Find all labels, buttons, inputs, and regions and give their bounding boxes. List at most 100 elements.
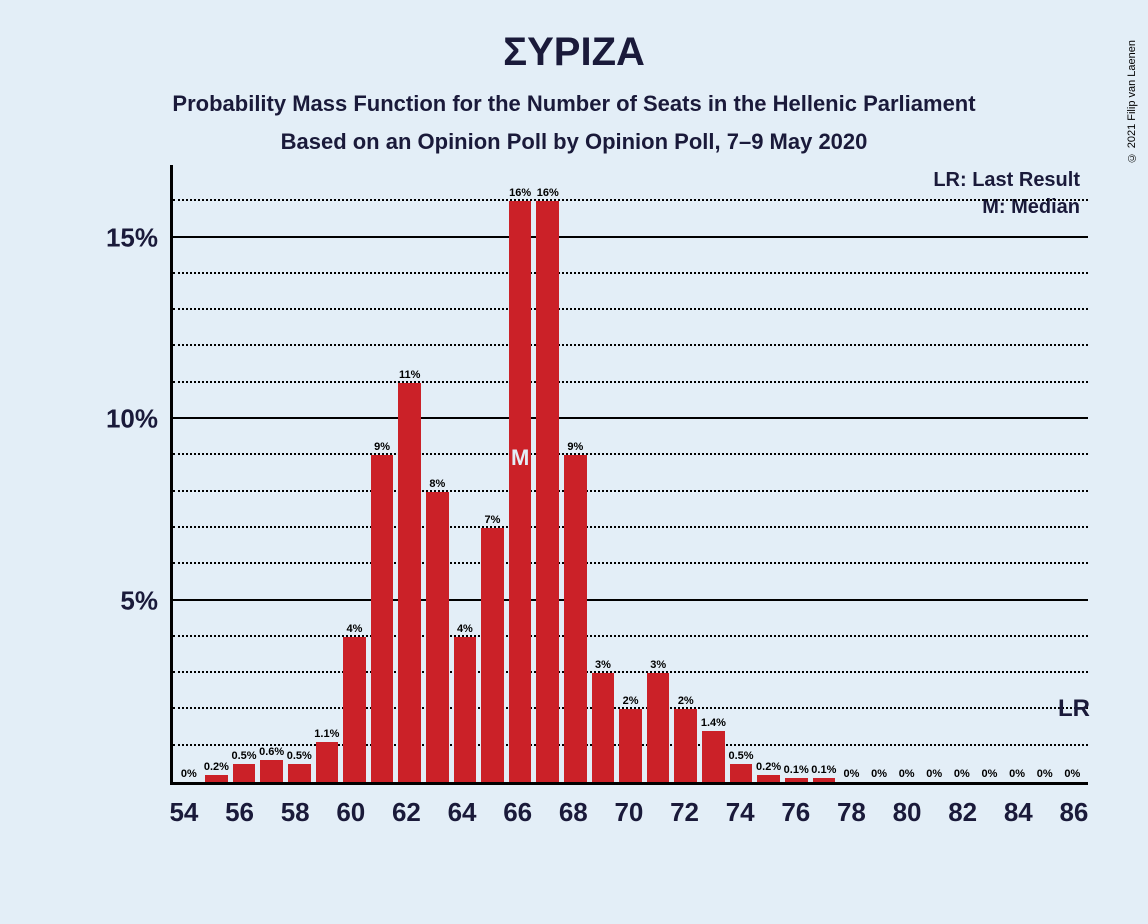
- bar: 9%: [371, 455, 394, 782]
- x-label-slot: 82: [949, 785, 977, 825]
- x-axis-label: 56: [225, 797, 254, 828]
- bar: 9%: [564, 455, 587, 782]
- x-axis-label: 84: [1004, 797, 1033, 828]
- bar-value-label: 4%: [347, 623, 363, 635]
- bar: 16%: [536, 201, 559, 782]
- x-axis-label: 80: [893, 797, 922, 828]
- bar: 7%: [481, 528, 504, 782]
- bar: 0.6%: [260, 760, 283, 782]
- x-axis-label: 62: [392, 797, 421, 828]
- y-axis-label: 10%: [106, 404, 173, 435]
- bar-value-label: 0%: [1009, 768, 1025, 780]
- bar-slot: 0.2%: [203, 165, 231, 782]
- chart-subtitle: Probability Mass Function for the Number…: [40, 91, 1108, 117]
- bar: 0.5%: [730, 764, 753, 782]
- median-marker: M: [511, 445, 529, 471]
- bar-slot: 4%: [341, 165, 369, 782]
- bar-slot: 0.5%: [285, 165, 313, 782]
- x-label-slot: 56: [226, 785, 254, 825]
- bar: 0.1%: [785, 778, 808, 782]
- x-axis-label: 64: [448, 797, 477, 828]
- bar-slot: 7%: [479, 165, 507, 782]
- bar-value-label: 0%: [1037, 768, 1053, 780]
- x-label-slot: [198, 785, 226, 825]
- x-axis-label: 54: [169, 797, 198, 828]
- bar-slot: 0.6%: [258, 165, 286, 782]
- x-label-slot: 66: [504, 785, 532, 825]
- bar: 11%: [398, 383, 421, 782]
- last-result-marker: LR: [1058, 695, 1090, 723]
- x-label-slot: 78: [838, 785, 866, 825]
- bar-slot: 0.2%: [755, 165, 783, 782]
- bar-slot: 0%: [865, 165, 893, 782]
- bar-value-label: 1.4%: [701, 717, 726, 729]
- bar-value-label: 7%: [485, 514, 501, 526]
- bar-slot: 0%: [1031, 165, 1059, 782]
- bar-value-label: 2%: [623, 695, 639, 707]
- x-label-slot: 54: [170, 785, 198, 825]
- bar-slot: 2%: [672, 165, 700, 782]
- plot-area: LR: Last Result M: Median 5%10%15% 0%0.2…: [170, 165, 1088, 785]
- bar-slot: 2%: [617, 165, 645, 782]
- bar: 0.1%: [813, 778, 836, 782]
- x-label-slot: 58: [281, 785, 309, 825]
- x-label-slot: 80: [893, 785, 921, 825]
- bar: 16%M: [509, 201, 532, 782]
- x-label-slot: [532, 785, 560, 825]
- bar-value-label: 0.2%: [756, 761, 781, 773]
- bar-slot: 0%: [175, 165, 203, 782]
- x-axis-label: 86: [1059, 797, 1088, 828]
- y-axis-label: 15%: [106, 222, 173, 253]
- bar: 1.1%: [316, 742, 339, 782]
- bar-slot: 0%: [948, 165, 976, 782]
- bar-value-label: 0%: [926, 768, 942, 780]
- x-label-slot: [476, 785, 504, 825]
- bar-slot: 11%: [396, 165, 424, 782]
- x-axis-label: 74: [726, 797, 755, 828]
- bar-slot: 0%: [893, 165, 921, 782]
- bar-slot: 1.4%: [700, 165, 728, 782]
- x-axis-label: 76: [781, 797, 810, 828]
- bar-slot: 4%: [451, 165, 479, 782]
- bar: 8%: [426, 492, 449, 782]
- y-axis-label: 5%: [120, 585, 173, 616]
- x-label-slot: [1032, 785, 1060, 825]
- chart-subtitle2: Based on an Opinion Poll by Opinion Poll…: [40, 129, 1108, 155]
- x-label-slot: [309, 785, 337, 825]
- x-label-slot: 72: [671, 785, 699, 825]
- bar: 0.2%: [205, 775, 228, 782]
- bar-slot: 0%: [1003, 165, 1031, 782]
- bar-value-label: 8%: [429, 478, 445, 490]
- x-label-slot: [698, 785, 726, 825]
- x-label-slot: 68: [559, 785, 587, 825]
- bar-value-label: 4%: [457, 623, 473, 635]
- bar-slot: 8%: [423, 165, 451, 782]
- bar-slot: 9%: [562, 165, 590, 782]
- x-label-slot: [977, 785, 1005, 825]
- bar-value-label: 16%: [509, 187, 531, 199]
- bar-slot: 9%: [368, 165, 396, 782]
- bar-slot: 0.5%: [727, 165, 755, 782]
- chart-container: ΣΥΡΙΖΑ Probability Mass Function for the…: [0, 0, 1148, 924]
- x-axis-labels: 5456586062646668707274767880828486: [170, 785, 1088, 825]
- x-label-slot: 86: [1060, 785, 1088, 825]
- bar-slot: 16% M: [506, 165, 534, 782]
- bar-value-label: 0%: [954, 768, 970, 780]
- bar-value-label: 0%: [899, 768, 915, 780]
- bars-group: 0%0.2%0.5%0.6%0.5%1.1%4%9%11%8%4%7%16%M1…: [173, 165, 1088, 782]
- bar-value-label: 3%: [595, 659, 611, 671]
- x-label-slot: [754, 785, 782, 825]
- bar-value-label: 3%: [650, 659, 666, 671]
- bar: 1.4%: [702, 731, 725, 782]
- bar-value-label: 16%: [537, 187, 559, 199]
- bar-value-label: 0.1%: [811, 764, 836, 776]
- x-axis-label: 82: [948, 797, 977, 828]
- bar: 3%: [592, 673, 615, 782]
- x-axis-label: 70: [614, 797, 643, 828]
- bar-value-label: 0%: [181, 768, 197, 780]
- bar-slot: 0%: [976, 165, 1004, 782]
- bar-value-label: 0%: [871, 768, 887, 780]
- bar-value-label: 0.5%: [287, 750, 312, 762]
- bar-value-label: 0%: [1064, 768, 1080, 780]
- bar-value-label: 2%: [678, 695, 694, 707]
